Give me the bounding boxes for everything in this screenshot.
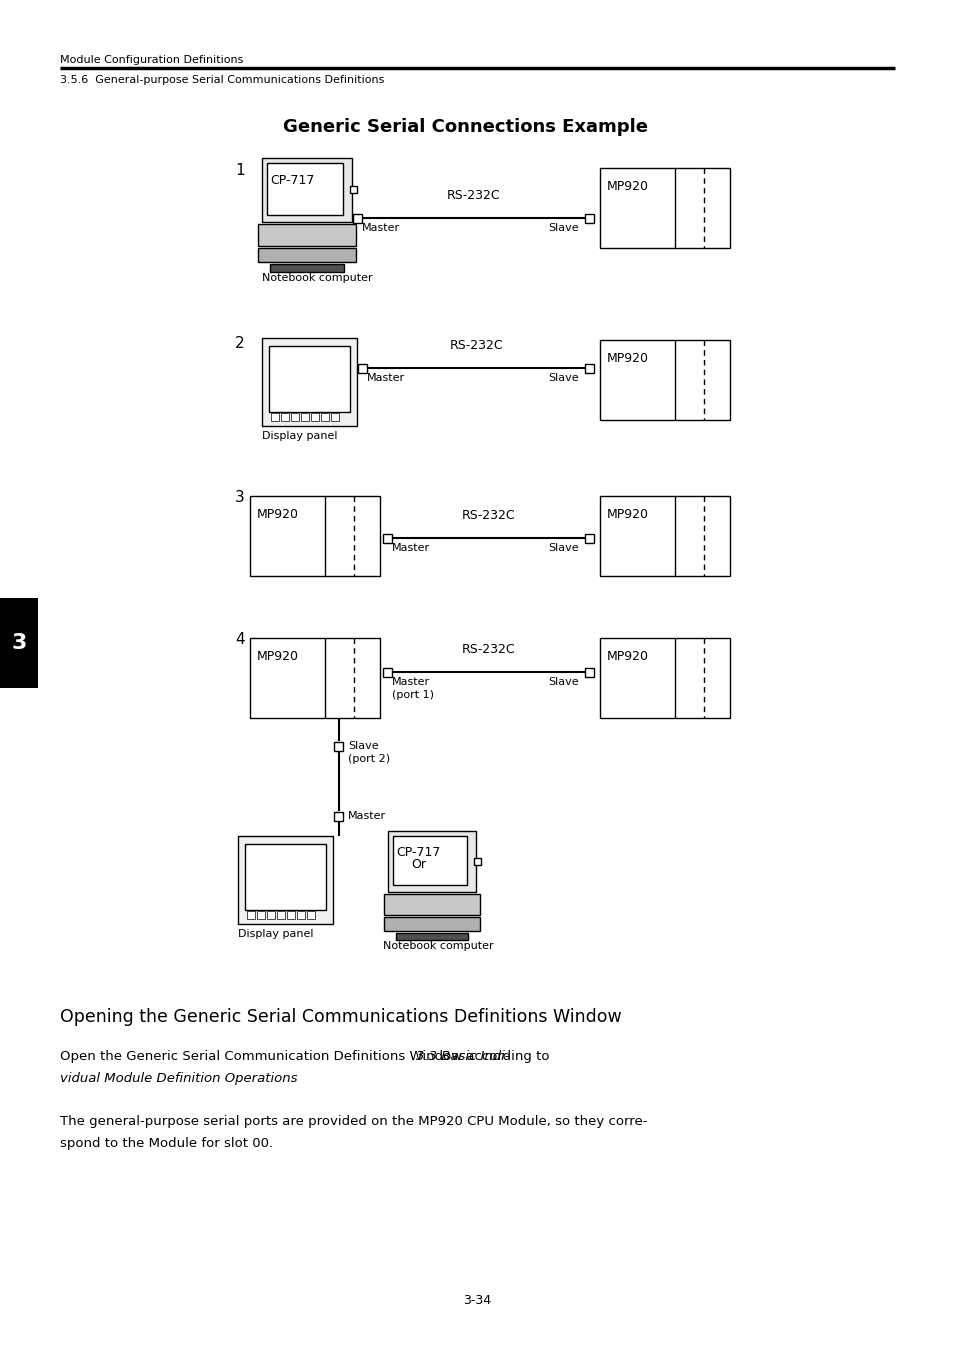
Bar: [307, 911, 314, 919]
Bar: [395, 932, 468, 940]
Text: CP-717: CP-717: [270, 174, 314, 186]
Text: (port 2): (port 2): [348, 754, 390, 765]
Text: (port 1): (port 1): [392, 690, 434, 700]
Text: Notebook computer: Notebook computer: [262, 273, 373, 282]
Text: Or: Or: [411, 858, 426, 871]
Bar: [599, 638, 729, 717]
Bar: [269, 346, 350, 412]
Bar: [257, 247, 355, 262]
Bar: [311, 413, 318, 422]
Bar: [245, 844, 326, 911]
Bar: [585, 534, 594, 543]
Bar: [384, 917, 479, 931]
Text: MP920: MP920: [606, 508, 648, 521]
Bar: [287, 911, 294, 919]
Bar: [301, 413, 309, 422]
Text: MP920: MP920: [256, 650, 298, 663]
Bar: [335, 742, 343, 751]
Text: Notebook computer: Notebook computer: [382, 942, 493, 951]
Bar: [262, 158, 352, 222]
Text: MP920: MP920: [256, 508, 298, 521]
Text: Open the Generic Serial Communication Definitions Window according to: Open the Generic Serial Communication De…: [60, 1050, 553, 1063]
Text: Master: Master: [361, 223, 399, 232]
Bar: [599, 168, 729, 249]
Bar: [474, 858, 481, 865]
Bar: [250, 496, 379, 576]
Bar: [262, 338, 356, 426]
Text: 1: 1: [234, 163, 244, 178]
Bar: [384, 894, 479, 915]
Bar: [599, 496, 729, 576]
Text: spond to the Module for slot 00.: spond to the Module for slot 00.: [60, 1138, 273, 1150]
Text: 4: 4: [234, 632, 244, 647]
Bar: [320, 413, 329, 422]
Text: Slave: Slave: [547, 223, 578, 232]
Text: RS-232C: RS-232C: [447, 189, 500, 203]
Bar: [393, 836, 467, 885]
Text: vidual Module Definition Operations: vidual Module Definition Operations: [60, 1071, 297, 1085]
Text: Master: Master: [348, 811, 386, 821]
Bar: [0, 598, 38, 688]
Text: MP920: MP920: [606, 180, 648, 193]
Text: Slave: Slave: [547, 677, 578, 688]
Bar: [296, 911, 305, 919]
Bar: [271, 413, 278, 422]
Bar: [388, 831, 476, 892]
Text: 3.3 Basic Indi-: 3.3 Basic Indi-: [416, 1050, 509, 1063]
Bar: [335, 812, 343, 820]
Bar: [267, 911, 274, 919]
Bar: [257, 224, 355, 246]
Bar: [599, 340, 729, 420]
Bar: [291, 413, 298, 422]
Text: Master: Master: [392, 677, 430, 688]
Bar: [281, 413, 289, 422]
Bar: [267, 163, 343, 215]
Text: Generic Serial Connections Example: Generic Serial Connections Example: [283, 118, 647, 136]
Bar: [585, 667, 594, 677]
Text: Master: Master: [367, 373, 405, 382]
Bar: [276, 911, 285, 919]
Text: Slave: Slave: [547, 373, 578, 382]
Bar: [383, 667, 392, 677]
Text: 3: 3: [11, 634, 27, 653]
Text: Module Configuration Definitions: Module Configuration Definitions: [60, 55, 243, 65]
Bar: [331, 413, 338, 422]
Text: 3-34: 3-34: [462, 1293, 491, 1306]
Text: Slave: Slave: [348, 740, 378, 751]
Text: 3.5.6  General-purpose Serial Communications Definitions: 3.5.6 General-purpose Serial Communicati…: [60, 76, 384, 85]
Bar: [585, 213, 594, 223]
Text: MP920: MP920: [606, 650, 648, 663]
Bar: [585, 363, 594, 373]
Text: 2: 2: [234, 336, 244, 351]
Bar: [270, 263, 344, 272]
Bar: [354, 213, 362, 223]
Bar: [256, 911, 265, 919]
Bar: [237, 836, 333, 924]
Text: Display panel: Display panel: [237, 929, 314, 939]
Text: 3: 3: [234, 490, 245, 505]
Text: RS-232C: RS-232C: [461, 509, 516, 521]
Text: MP920: MP920: [606, 353, 648, 365]
Text: .: .: [237, 1071, 242, 1085]
Text: Display panel: Display panel: [262, 431, 337, 440]
Bar: [383, 534, 392, 543]
Text: Opening the Generic Serial Communications Definitions Window: Opening the Generic Serial Communication…: [60, 1008, 621, 1025]
Bar: [358, 363, 367, 373]
Text: The general-purpose serial ports are provided on the MP920 CPU Module, so they c: The general-purpose serial ports are pro…: [60, 1115, 647, 1128]
Bar: [250, 638, 379, 717]
Text: RS-232C: RS-232C: [449, 339, 503, 353]
Text: RS-232C: RS-232C: [461, 643, 516, 657]
Text: Slave: Slave: [547, 543, 578, 553]
Text: CP-717: CP-717: [395, 846, 440, 859]
Bar: [247, 911, 254, 919]
Bar: [350, 186, 357, 193]
Text: Master: Master: [392, 543, 430, 553]
